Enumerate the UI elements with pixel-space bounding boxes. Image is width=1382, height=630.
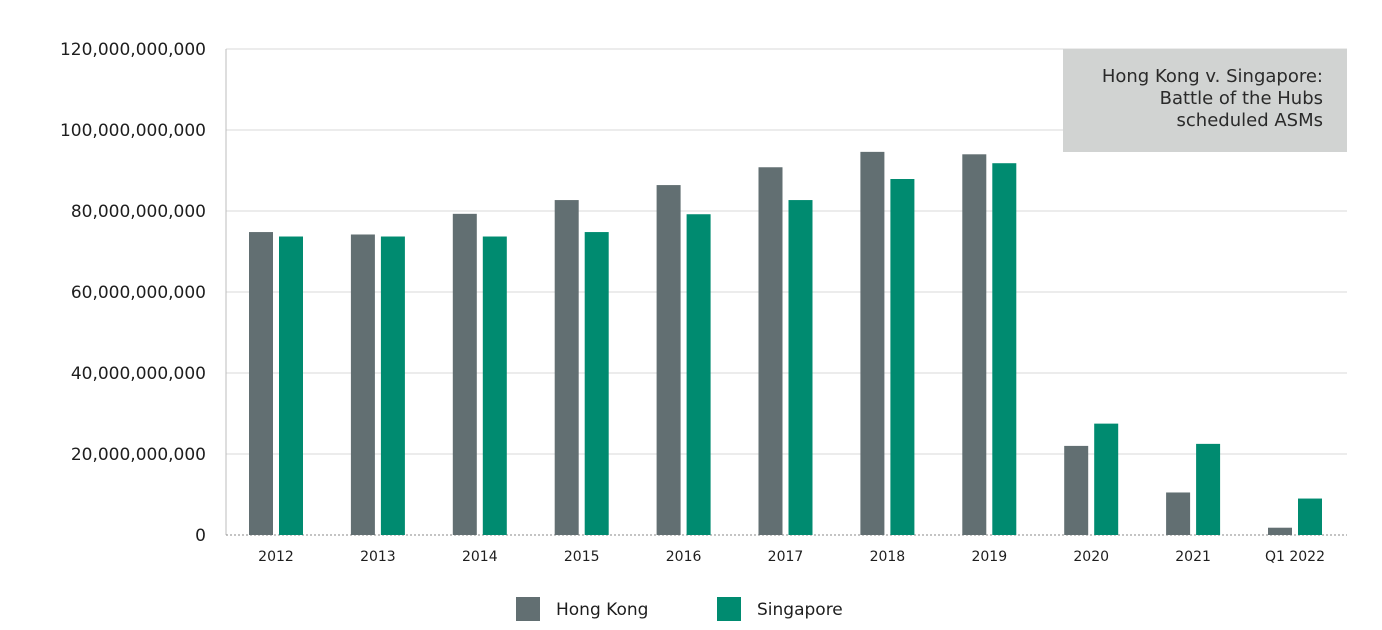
bar-singapore-2021 xyxy=(1196,443,1221,535)
x-tick-label: 2021 xyxy=(1175,549,1211,565)
y-tick-label: 100,000,000,000 xyxy=(60,121,206,141)
bar-hong-kong-2017 xyxy=(758,167,783,535)
x-tick-label: Q1 2022 xyxy=(1265,549,1325,565)
bar-singapore-2017 xyxy=(788,200,813,535)
y-axis: 0 20,000,000,000 40,000,000,000 60,000,000,… xyxy=(60,40,227,546)
x-tick-label: 2019 xyxy=(971,549,1007,565)
bar-hong-kong-2015 xyxy=(554,200,579,535)
chart-title-box: Hong Kong v. Singapore: Battle of the Hu… xyxy=(1063,49,1347,152)
x-tick-label: 2016 xyxy=(666,549,702,565)
bar-hong-kong-2016 xyxy=(656,185,681,535)
bar-hong-kong-q1-2022 xyxy=(1268,527,1292,535)
y-tick-label: 80,000,000,000 xyxy=(71,202,206,222)
x-tick-label: 2020 xyxy=(1073,549,1109,565)
bar-hong-kong-2012 xyxy=(249,232,273,535)
x-tick-label: 2013 xyxy=(360,549,396,565)
bars xyxy=(249,151,1322,536)
bar-hong-kong-2021 xyxy=(1166,492,1191,535)
bar-hong-kong-2020 xyxy=(1064,445,1089,535)
chart-title-line-2: Battle of the Hubs xyxy=(1160,88,1323,109)
bar-hong-kong-2019 xyxy=(962,154,987,536)
bar-singapore-2015 xyxy=(584,232,609,535)
legend-label-hong-kong: Hong Kong xyxy=(556,600,648,620)
bar-singapore-2019 xyxy=(992,163,1017,535)
bar-singapore-2016 xyxy=(686,214,711,536)
bar-singapore-2012 xyxy=(279,236,303,535)
chart-title-line-3: scheduled ASMs xyxy=(1177,110,1323,131)
x-tick-label: 2012 xyxy=(258,549,294,565)
bar-singapore-2014 xyxy=(482,236,507,535)
y-tick-label: 120,000,000,000 xyxy=(60,40,206,60)
chart-title-line-1: Hong Kong v. Singapore: xyxy=(1102,66,1323,87)
bar-singapore-2013 xyxy=(380,236,405,535)
y-tick-label: 20,000,000,000 xyxy=(71,445,206,465)
bar-singapore-2020 xyxy=(1094,423,1119,535)
legend-swatch-singapore xyxy=(717,597,741,621)
legend-swatch-hong-kong xyxy=(516,597,540,621)
x-tick-label: 2015 xyxy=(564,549,600,565)
y-tick-label: 0 xyxy=(195,526,206,546)
x-tick-label: 2018 xyxy=(870,549,906,565)
legend-label-singapore: Singapore xyxy=(757,600,843,620)
x-axis: 2012 2013 2014 2015 2016 2017 2018 2019 2020 2021… xyxy=(226,534,1347,565)
y-tick-label: 40,000,000,000 xyxy=(71,364,206,384)
bar-hong-kong-2014 xyxy=(452,213,477,535)
gridlines xyxy=(226,48,1347,455)
title-background xyxy=(1063,49,1347,152)
bar-singapore-2018 xyxy=(890,179,915,535)
bar-hong-kong-2013 xyxy=(350,234,375,536)
x-tick-label: 2014 xyxy=(462,549,498,565)
legend: Hong Kong Singapore xyxy=(516,597,843,621)
bar-singapore-q1-2022 xyxy=(1298,498,1322,535)
bar-hong-kong-2018 xyxy=(860,151,885,535)
y-tick-label: 60,000,000,000 xyxy=(71,283,206,303)
x-tick-label: 2017 xyxy=(768,549,804,565)
